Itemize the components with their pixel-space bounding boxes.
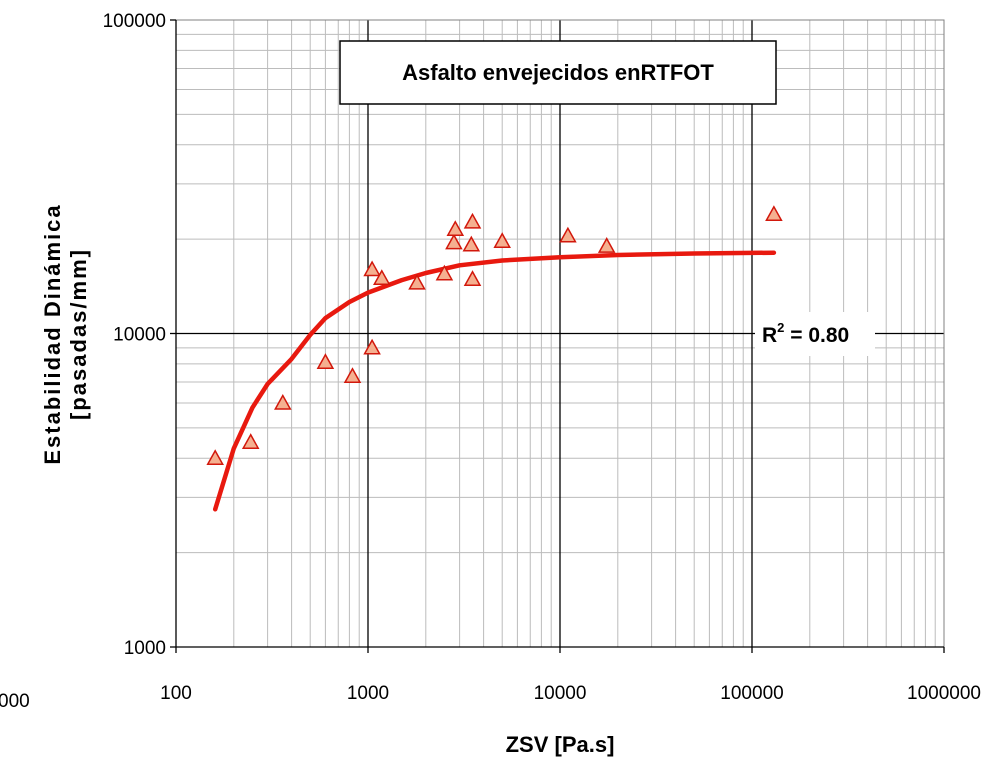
r2-prefix: R — [762, 324, 777, 347]
data-point — [463, 270, 482, 286]
data-point — [363, 338, 381, 355]
data-point — [316, 353, 335, 369]
y-tick-label: 10000 — [113, 325, 166, 346]
data-point — [363, 260, 381, 277]
r2-superscript: 2 — [777, 320, 784, 335]
r2-box — [755, 312, 875, 356]
data-point — [446, 220, 465, 237]
x-tick-label: 1000 — [347, 683, 389, 704]
x-tick-label: 100000 — [720, 683, 783, 704]
data-point — [559, 226, 577, 243]
tick-labels: 100 1000 10000 100000 1000000 1000 10000 100000 — [103, 11, 981, 704]
r2-value: = 0.80 — [784, 324, 849, 347]
x-axis-title: ZSV [Pa.s] — [506, 732, 615, 757]
axes — [170, 19, 945, 653]
r2-annotation: R2 = 0.80 — [755, 312, 875, 356]
title-box: Asfalto envejecidos enRTFOT — [339, 40, 777, 105]
data-point — [206, 449, 224, 466]
y-tick-label: 100000 — [103, 11, 166, 32]
data-point — [343, 367, 362, 384]
data-point — [765, 205, 783, 222]
data-point — [373, 269, 391, 286]
fit-curve — [212, 250, 777, 512]
title-box-frame — [339, 40, 777, 105]
data-point — [462, 235, 481, 252]
y-axis-title: Estabilidad Dinámica [pasadas/mm] — [40, 203, 91, 464]
chart-title: Asfalto envejecidos enRTFOT — [402, 60, 714, 85]
data-point — [274, 393, 292, 410]
y-axis-title-line2: [pasadas/mm] — [66, 248, 91, 420]
y-tick-label: 1000 — [124, 638, 166, 659]
r2-label: R2 = 0.80 — [762, 320, 849, 347]
x-tick-label: 1000000 — [907, 683, 981, 704]
data-point — [435, 264, 454, 281]
data-point — [445, 233, 463, 250]
y-axis-title-line1: Estabilidad Dinámica — [40, 203, 65, 464]
clipped-tick-label: 000 — [0, 691, 30, 712]
data-point — [493, 232, 511, 248]
data-markers — [206, 205, 783, 466]
data-point — [463, 212, 482, 229]
data-point — [241, 433, 260, 449]
data-point — [408, 273, 426, 290]
x-tick-label: 10000 — [534, 683, 587, 704]
data-point — [597, 237, 616, 253]
x-tick-label: 100 — [160, 683, 192, 704]
